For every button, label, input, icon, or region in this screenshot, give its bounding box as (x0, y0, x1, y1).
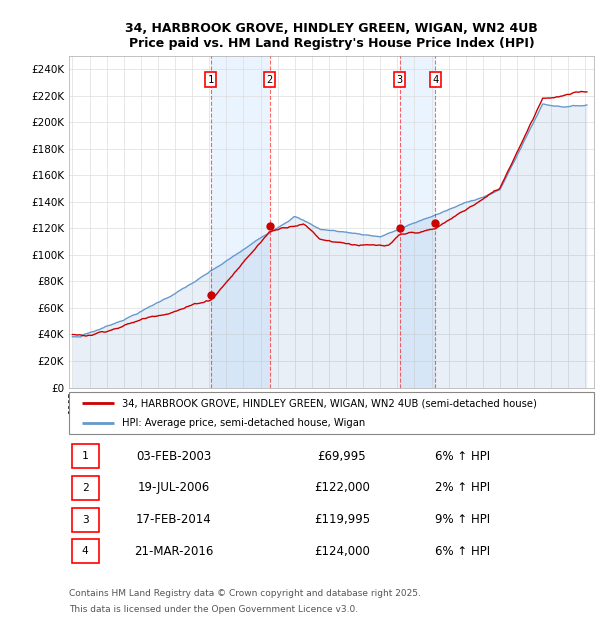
Text: 9% ↑ HPI: 9% ↑ HPI (435, 513, 490, 526)
Title: 34, HARBROOK GROVE, HINDLEY GREEN, WIGAN, WN2 4UB
Price paid vs. HM Land Registr: 34, HARBROOK GROVE, HINDLEY GREEN, WIGAN… (125, 22, 538, 50)
Text: 2% ↑ HPI: 2% ↑ HPI (435, 481, 490, 494)
Text: 1: 1 (208, 74, 214, 85)
Text: 4: 4 (82, 546, 89, 556)
Text: 19-JUL-2006: 19-JUL-2006 (138, 481, 210, 494)
Text: 3: 3 (82, 515, 89, 525)
FancyBboxPatch shape (71, 444, 99, 468)
Text: 21-MAR-2016: 21-MAR-2016 (134, 545, 214, 558)
Text: £122,000: £122,000 (314, 481, 370, 494)
Text: 6% ↑ HPI: 6% ↑ HPI (435, 450, 490, 463)
FancyBboxPatch shape (71, 508, 99, 532)
Text: Contains HM Land Registry data © Crown copyright and database right 2025.: Contains HM Land Registry data © Crown c… (69, 589, 421, 598)
Text: 2: 2 (266, 74, 273, 85)
Text: 2: 2 (82, 483, 89, 493)
Text: 4: 4 (432, 74, 439, 85)
Bar (400, 56, 436, 388)
Text: 3: 3 (397, 74, 403, 85)
Text: 6% ↑ HPI: 6% ↑ HPI (435, 545, 490, 558)
Text: £69,995: £69,995 (317, 450, 367, 463)
Text: £124,000: £124,000 (314, 545, 370, 558)
Text: HPI: Average price, semi-detached house, Wigan: HPI: Average price, semi-detached house,… (121, 418, 365, 428)
FancyBboxPatch shape (71, 476, 99, 500)
Text: £119,995: £119,995 (314, 513, 370, 526)
FancyBboxPatch shape (71, 539, 99, 564)
Text: 1: 1 (82, 451, 89, 461)
Bar (211, 56, 270, 388)
Text: 34, HARBROOK GROVE, HINDLEY GREEN, WIGAN, WN2 4UB (semi-detached house): 34, HARBROOK GROVE, HINDLEY GREEN, WIGAN… (121, 398, 536, 408)
FancyBboxPatch shape (69, 392, 594, 434)
Text: 03-FEB-2003: 03-FEB-2003 (136, 450, 212, 463)
Text: This data is licensed under the Open Government Licence v3.0.: This data is licensed under the Open Gov… (69, 604, 358, 614)
Text: 17-FEB-2014: 17-FEB-2014 (136, 513, 212, 526)
